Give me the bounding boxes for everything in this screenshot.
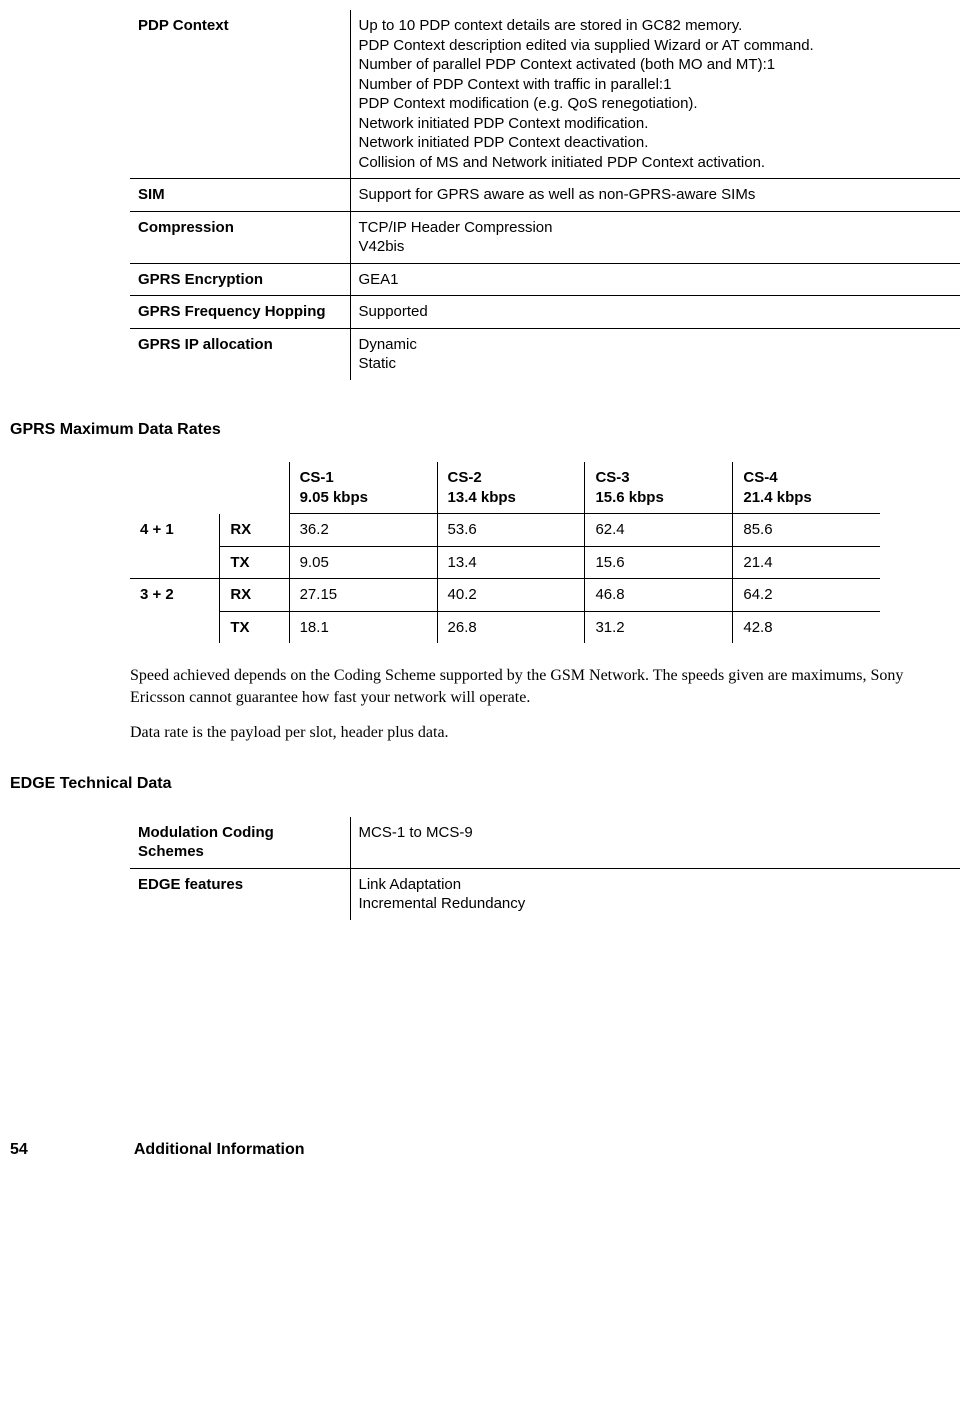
rate-value: 18.1 (289, 611, 437, 643)
table-row: GPRS EncryptionGEA1 (130, 263, 960, 296)
table-row: 4 + 1RX36.253.662.485.6 (130, 514, 880, 547)
slot-config: 4 + 1 (130, 514, 220, 579)
spec-label: Compression (130, 211, 350, 263)
rate-value: 40.2 (437, 579, 585, 612)
rate-value: 36.2 (289, 514, 437, 547)
table-row: SIMSupport for GPRS aware as well as non… (130, 179, 960, 212)
edge-heading: EDGE Technical Data (10, 774, 953, 795)
table-row: TX9.0513.415.621.4 (130, 546, 880, 579)
rate-value: 42.8 (733, 611, 880, 643)
rate-value: 27.15 (289, 579, 437, 612)
page-footer: 54 Additional Information (10, 1140, 953, 1161)
direction-label: TX (220, 611, 289, 643)
table-row: CompressionTCP/IP Header CompressionV42b… (130, 211, 960, 263)
edge-spec-table: Modulation Coding SchemesMCS-1 to MCS-9E… (130, 817, 960, 920)
rates-note-2: Data rate is the payload per slot, heade… (130, 722, 933, 744)
spec-value: Support for GPRS aware as well as non-GP… (350, 179, 960, 212)
gprs-rates-table: CS-19.05 kbpsCS-213.4 kbpsCS-315.6 kbpsC… (130, 462, 880, 643)
rate-value: 53.6 (437, 514, 585, 547)
rate-value: 15.6 (585, 546, 733, 579)
spec-label: GPRS Encryption (130, 263, 350, 296)
direction-label: RX (220, 579, 289, 612)
rate-value: 26.8 (437, 611, 585, 643)
rates-heading: GPRS Maximum Data Rates (10, 420, 953, 441)
edge-label: Modulation Coding Schemes (130, 817, 350, 869)
rate-value: 85.6 (733, 514, 880, 547)
rate-value: 46.8 (585, 579, 733, 612)
rate-value: 21.4 (733, 546, 880, 579)
edge-value: Link AdaptationIncremental Redundancy (350, 868, 960, 920)
rate-value: 31.2 (585, 611, 733, 643)
slot-config: 3 + 2 (130, 579, 220, 644)
table-row: PDP ContextUp to 10 PDP context details … (130, 10, 960, 179)
table-row: GPRS IP allocationDynamicStatic (130, 328, 960, 380)
rates-col-header: CS-421.4 kbps (733, 462, 880, 514)
spec-value: Up to 10 PDP context details are stored … (350, 10, 960, 179)
table-row: GPRS Frequency HoppingSupported (130, 296, 960, 329)
rates-col-header: CS-213.4 kbps (437, 462, 585, 514)
footer-section-title: Additional Information (134, 1141, 305, 1158)
rate-value: 64.2 (733, 579, 880, 612)
direction-label: RX (220, 514, 289, 547)
spec-label: GPRS Frequency Hopping (130, 296, 350, 329)
gprs-spec-table: PDP ContextUp to 10 PDP context details … (130, 10, 960, 380)
spec-value: DynamicStatic (350, 328, 960, 380)
page-number: 54 (10, 1140, 130, 1161)
rates-note-1: Speed achieved depends on the Coding Sch… (130, 665, 933, 708)
table-row: TX18.126.831.242.8 (130, 611, 880, 643)
table-row: 3 + 2RX27.1540.246.864.2 (130, 579, 880, 612)
table-row: Modulation Coding SchemesMCS-1 to MCS-9 (130, 817, 960, 869)
spec-value: TCP/IP Header CompressionV42bis (350, 211, 960, 263)
spec-value: GEA1 (350, 263, 960, 296)
rate-value: 13.4 (437, 546, 585, 579)
edge-value: MCS-1 to MCS-9 (350, 817, 960, 869)
direction-label: TX (220, 546, 289, 579)
rate-value: 62.4 (585, 514, 733, 547)
rates-col-header: CS-19.05 kbps (289, 462, 437, 514)
rate-value: 9.05 (289, 546, 437, 579)
table-row: EDGE featuresLink AdaptationIncremental … (130, 868, 960, 920)
spec-label: SIM (130, 179, 350, 212)
spec-value: Supported (350, 296, 960, 329)
spec-label: GPRS IP allocation (130, 328, 350, 380)
rates-col-header: CS-315.6 kbps (585, 462, 733, 514)
spec-label: PDP Context (130, 10, 350, 179)
edge-label: EDGE features (130, 868, 350, 920)
